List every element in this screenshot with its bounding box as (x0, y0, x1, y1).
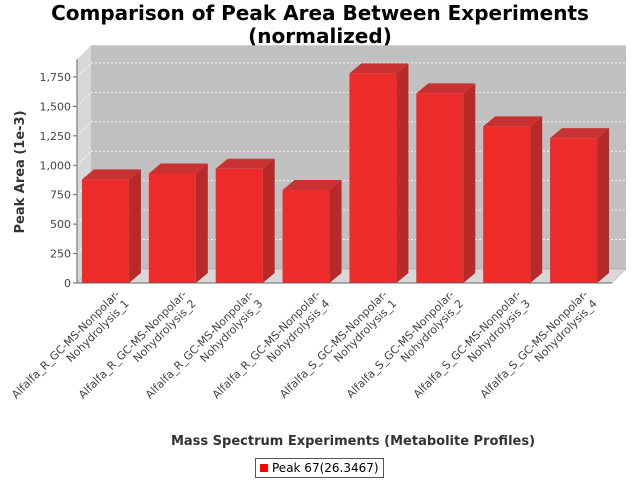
bar-front (550, 138, 598, 283)
gridline-diagonal (76, 150, 92, 166)
gridline-diagonal (76, 62, 92, 78)
y-tick-label: 500 (50, 218, 71, 231)
bar (215, 158, 275, 283)
x-axis: Alfalfa_R_GC-MS-Nonpolar-Nohydrolysis_1A… (9, 282, 612, 411)
bar-front (148, 173, 196, 283)
bar (148, 163, 208, 283)
bar (282, 179, 342, 283)
bar-side (396, 63, 409, 283)
y-tick-label: 250 (50, 248, 71, 261)
bar-side (262, 158, 275, 283)
bar (416, 83, 476, 284)
bar-top (215, 158, 275, 169)
bar-side (530, 116, 543, 283)
bar-side (463, 83, 476, 284)
x-tick-label: Alfalfa_R_GC-MS-Nonpolar-Nohydrolysis_1 (9, 288, 132, 411)
y-tick-label: 750 (50, 189, 71, 202)
bar-side (597, 128, 610, 283)
bar-side (329, 179, 342, 283)
bar-front (215, 168, 263, 283)
chart-title-line-1: Comparison of Peak Area Between Experime… (51, 1, 589, 25)
bars (81, 63, 610, 284)
bar-front (81, 179, 129, 283)
bar-top (416, 83, 476, 94)
y-tick-label: 0 (64, 277, 71, 290)
bar-front (349, 73, 397, 283)
y-tick-label: 1,000 (40, 159, 72, 172)
bar-front (483, 126, 531, 283)
chart-title-line-2: (normalized) (248, 24, 392, 48)
y-tick-label: 1,250 (40, 130, 72, 143)
bar (349, 63, 409, 283)
bar-top (148, 163, 208, 174)
gridline-diagonal (76, 121, 92, 137)
x-axis-label: Mass Spectrum Experiments (Metabolite Pr… (171, 434, 535, 449)
bar-side (128, 169, 141, 283)
legend-swatch (260, 464, 268, 472)
y-tick-label: 1,500 (40, 100, 72, 113)
bar-top (550, 128, 610, 139)
x-tick-label-line: Alfalfa_R_GC-MS-Nonpolar- (9, 288, 122, 401)
legend-label: Peak 67(26.3467) (272, 461, 379, 475)
bar-top (483, 116, 543, 127)
bar (483, 116, 543, 283)
bar-front (416, 93, 464, 284)
bar-top (282, 179, 342, 190)
y-axis-label: Peak Area (1e-3) (13, 110, 28, 233)
bar (550, 128, 610, 283)
bar-side (195, 163, 208, 283)
chart-title: Comparison of Peak Area Between Experime… (0, 2, 640, 48)
y-axis: 0 250 500 750 1,000 1,250 1,500 1,750 (40, 59, 78, 290)
bar-top (81, 169, 141, 180)
y-tick-label: 1,750 (40, 71, 72, 84)
bar-top (349, 63, 409, 74)
legend: Peak 67(26.3467) (255, 458, 384, 478)
gridline-diagonal (76, 92, 92, 107)
bar-front (282, 189, 330, 283)
bar (81, 169, 141, 283)
